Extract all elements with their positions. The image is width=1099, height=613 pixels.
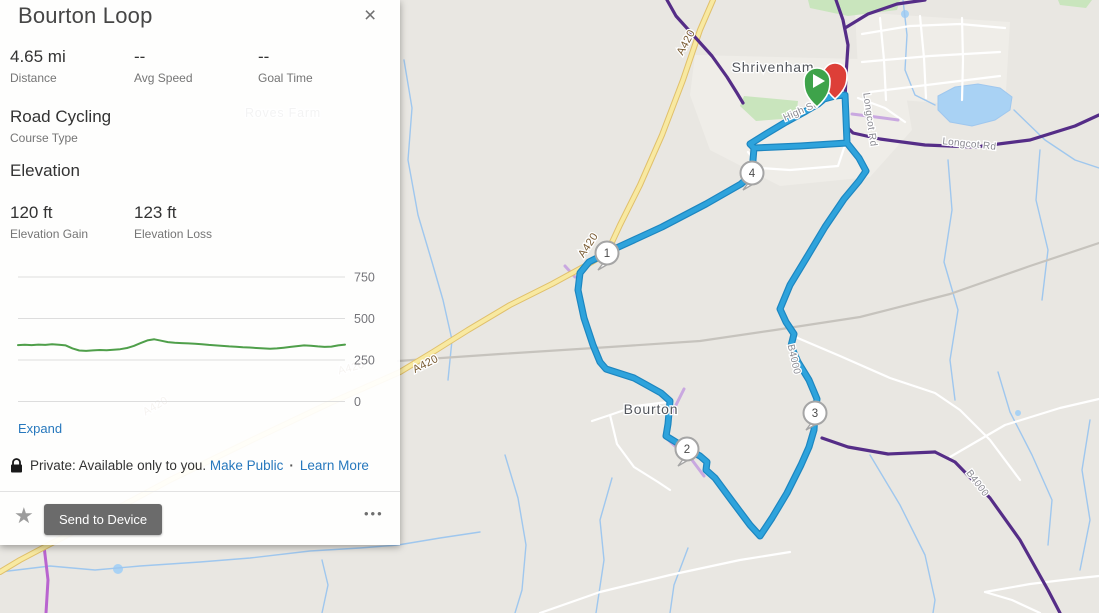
secondary-road bbox=[42, 544, 50, 613]
stream bbox=[1013, 109, 1099, 169]
primary-road bbox=[820, 436, 937, 456]
privacy-text: Private: Available only to you. bbox=[30, 458, 210, 473]
favorite-star-icon[interactable]: ★ bbox=[14, 503, 34, 528]
waypoint-marker-2[interactable]: 2 bbox=[674, 436, 700, 467]
elevation-stats: 120 ft Elevation Gain 123 ft Elevation L… bbox=[10, 203, 258, 241]
stream bbox=[1035, 149, 1049, 301]
stream bbox=[943, 159, 959, 401]
learn-more-link[interactable]: Learn More bbox=[299, 458, 369, 473]
primary-road bbox=[843, 0, 927, 30]
minor-road bbox=[983, 574, 1099, 594]
minor-road bbox=[868, 74, 1002, 94]
minor-road bbox=[860, 22, 1007, 36]
stream bbox=[902, 0, 936, 106]
send-to-device-button[interactable]: Send to Device bbox=[44, 504, 163, 535]
privacy-separator: · bbox=[289, 458, 294, 473]
minor-road bbox=[983, 590, 1042, 613]
svg-text:4: 4 bbox=[749, 168, 756, 180]
svg-text:2: 2 bbox=[684, 444, 690, 456]
stat-elevation-gain: 120 ft Elevation Gain bbox=[10, 203, 89, 241]
minor-road bbox=[608, 413, 672, 492]
pond bbox=[113, 564, 123, 574]
expand-link[interactable]: Expand bbox=[18, 421, 63, 436]
svg-text:1: 1 bbox=[604, 248, 610, 260]
lock-icon bbox=[11, 458, 22, 473]
built-up-area bbox=[855, 12, 1010, 108]
chart-ytick-label: 500 bbox=[354, 312, 375, 326]
stream bbox=[669, 547, 689, 613]
stat-elevation-loss: 123 ft Elevation Loss bbox=[134, 203, 213, 241]
stream bbox=[595, 477, 613, 613]
make-public-link[interactable]: Make Public bbox=[209, 458, 284, 473]
stream bbox=[504, 454, 527, 613]
minor-road bbox=[538, 550, 792, 613]
primary-road bbox=[665, 0, 745, 105]
secondary-road bbox=[850, 112, 900, 122]
course-route bbox=[747, 101, 821, 151]
primary-road bbox=[933, 450, 1062, 613]
svg-text:3: 3 bbox=[812, 408, 818, 420]
minor-road bbox=[948, 397, 1099, 459]
primary-road bbox=[834, 0, 1099, 149]
minor-road bbox=[590, 400, 670, 423]
stream bbox=[403, 59, 453, 381]
course-panel: Bourton Loop × 4.65 mi Distance -- Avg S… bbox=[0, 0, 400, 545]
stat-distance: 4.65 mi Distance bbox=[10, 47, 66, 85]
stream bbox=[1079, 419, 1091, 571]
footer-divider bbox=[0, 491, 400, 492]
page-title: Bourton Loop bbox=[18, 3, 153, 28]
chart-ytick-label: 250 bbox=[354, 354, 375, 368]
more-options-icon[interactable]: ••• bbox=[364, 506, 384, 521]
stat-avg-speed: -- Avg Speed bbox=[134, 47, 193, 85]
stream bbox=[0, 531, 481, 573]
course-stats: 4.65 mi Distance -- Avg Speed -- Goal Ti… bbox=[10, 47, 382, 85]
minor-road bbox=[856, 96, 907, 124]
railway-line bbox=[396, 241, 1099, 363]
waypoint-marker-3[interactable]: 3 bbox=[802, 400, 828, 431]
map-label: Shrivenham bbox=[732, 59, 815, 75]
play-icon bbox=[813, 74, 825, 88]
pond bbox=[1015, 410, 1021, 416]
course-type: Road Cycling Course Type bbox=[10, 107, 112, 145]
minor-road bbox=[860, 50, 1002, 64]
waypoint-marker-4[interactable]: 4 bbox=[739, 160, 765, 191]
privacy-row: Private: Available only to you. Make Pub… bbox=[10, 458, 369, 473]
chart-ytick-label: 750 bbox=[354, 271, 375, 285]
stream bbox=[321, 559, 329, 613]
minor-road bbox=[960, 16, 965, 102]
waypoint-marker-1[interactable]: 1 bbox=[594, 240, 620, 271]
park-area bbox=[1058, 0, 1092, 8]
elevation-line bbox=[17, 338, 346, 352]
minor-road bbox=[791, 334, 1022, 482]
stream bbox=[869, 454, 936, 613]
stat-goal-time: -- Goal Time bbox=[258, 47, 313, 85]
close-icon[interactable]: × bbox=[364, 4, 377, 27]
course-start-pin[interactable] bbox=[803, 67, 831, 109]
lake bbox=[937, 83, 1013, 127]
stream bbox=[997, 371, 1053, 546]
chart-ytick-label: 0 bbox=[354, 395, 361, 409]
park-area bbox=[740, 96, 798, 121]
elevation-heading: Elevation bbox=[10, 161, 80, 180]
elevation-chart: 750 500 250 0 bbox=[17, 271, 375, 409]
map-label: Bourton bbox=[624, 401, 679, 417]
